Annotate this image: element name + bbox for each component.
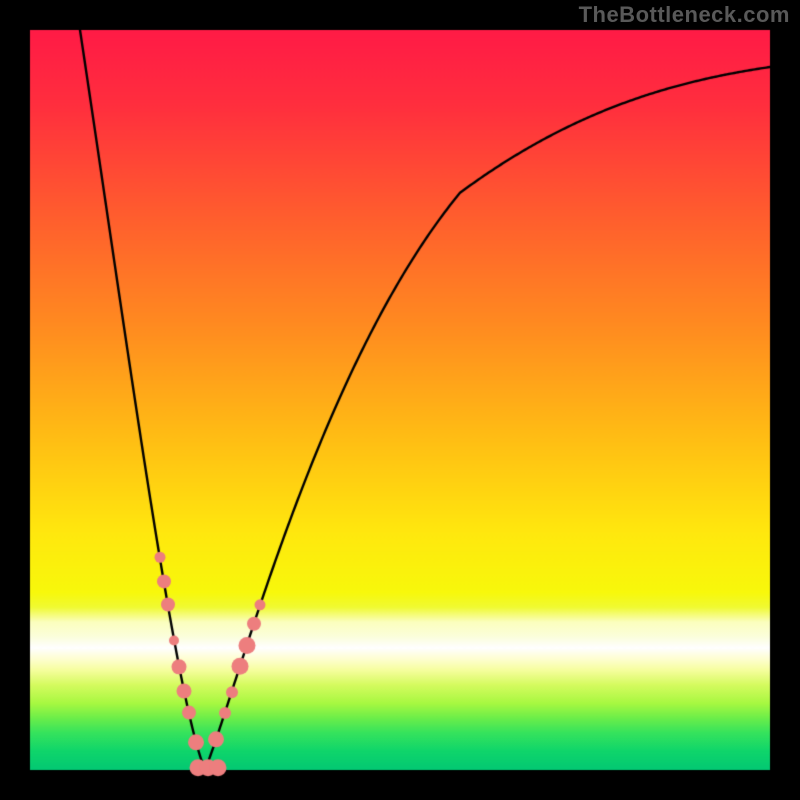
bottleneck-chart-canvas <box>0 0 800 800</box>
chart-container: TheBottleneck.com <box>0 0 800 800</box>
watermark-text: TheBottleneck.com <box>579 2 790 28</box>
